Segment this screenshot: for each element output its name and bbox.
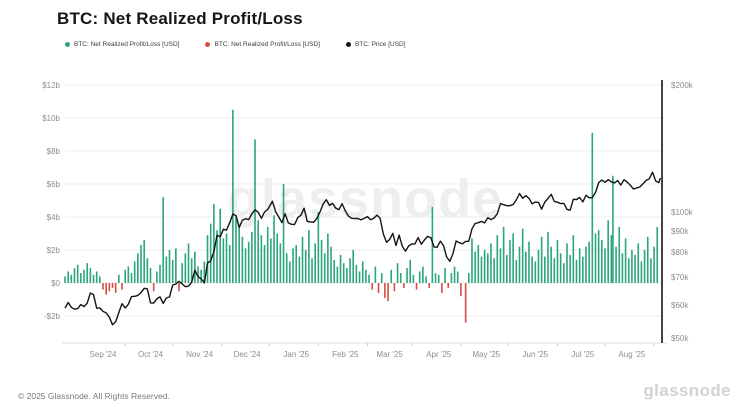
- legend-label: BTC: Price [USD]: [354, 41, 406, 48]
- y-axis-left-tick-label: $8b: [46, 146, 60, 156]
- net-realized-bars[interactable]: [64, 109, 659, 323]
- x-axis-tick-label: Jul '25: [571, 350, 595, 359]
- x-axis-tick-label: Apr '25: [426, 350, 452, 359]
- x-axis-tick-label: Dec '24: [233, 350, 261, 359]
- x-axis-tick-label: Oct '24: [137, 350, 164, 359]
- green-dot-icon: [65, 42, 70, 47]
- y-axis-left-tick-label: $12b: [42, 80, 60, 90]
- x-axis-tick-label: Aug '25: [618, 350, 646, 359]
- page-title: BTC: Net Realized Profit/Loss: [57, 9, 303, 28]
- x-axis-tick-label: Feb '25: [332, 350, 359, 359]
- red-dot-icon: [205, 42, 211, 47]
- price-line[interactable]: [64, 171, 662, 326]
- y-axis-right-tick-label: $90k: [671, 226, 689, 236]
- x-axis-tick-label: Jun '25: [522, 350, 549, 359]
- black-dot-icon: [345, 42, 351, 47]
- x-axis-tick-label: Nov '24: [186, 350, 214, 359]
- y-axis-right-tick-label: $200k: [671, 81, 693, 91]
- x-axis-tick-label: Mar '25: [376, 350, 403, 359]
- copyright-text: © 2025 Glassnode. All Rights Reserved.: [18, 391, 170, 401]
- y-axis-right-tick-label: $100k: [671, 207, 693, 217]
- glassnode-watermark: glassnode: [226, 169, 504, 229]
- y-axis-left-tick-label: $6b: [46, 179, 60, 189]
- legend-item-net-realized-loss[interactable]: BTC: Net Realized Profit/Loss [USD]: [205, 41, 320, 48]
- legend-label: BTC: Net Realized Profit/Loss [USD]: [214, 41, 320, 48]
- legend-item-price[interactable]: BTC: Price [USD]: [345, 41, 406, 48]
- x-axis-ticks: [124, 343, 655, 346]
- legend-item-net-realized-profit[interactable]: BTC: Net Realized Profit/Loss [USD]: [65, 41, 179, 48]
- legend: BTC: Net Realized Profit/Loss [USD] BTC:…: [65, 41, 406, 48]
- y-axis-left-tick-label: $10b: [42, 113, 60, 123]
- x-axis-tick-label: Jan '25: [283, 350, 309, 359]
- y-axis-right-tick-label: $50k: [671, 333, 689, 343]
- y-axis-right-tick-label: $80k: [671, 248, 689, 258]
- y-axis-left-tick-label: $0: [51, 278, 60, 288]
- y-axis-left-tick-label: $4b: [46, 212, 60, 222]
- y-axis-right-tick-label: $60k: [671, 300, 689, 310]
- glassnode-logo: glassnode: [643, 381, 731, 400]
- legend-label: BTC: Net Realized Profit/Loss [USD]: [74, 41, 180, 48]
- y-axis-left-tick-label: -$2b: [43, 311, 60, 321]
- x-axis-tick-label: Sep '24: [89, 350, 117, 359]
- y-axis-left-tick-label: $2b: [46, 245, 60, 255]
- y-axis-right-tick-label: $70k: [671, 272, 689, 282]
- x-axis-tick-label: May '25: [472, 350, 501, 359]
